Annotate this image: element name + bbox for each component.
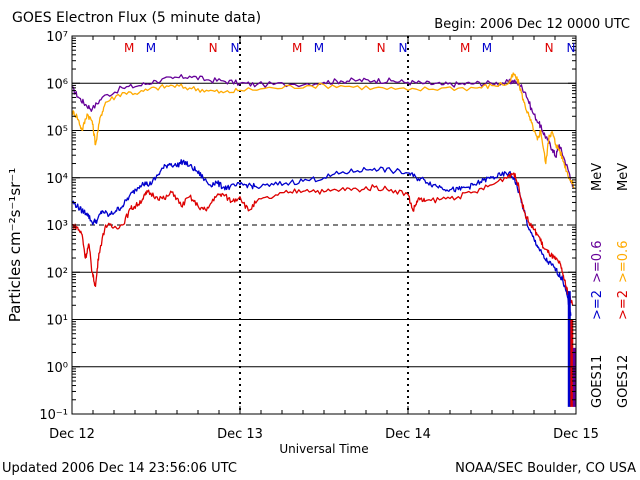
y-axis-label: Particles cm⁻²s⁻¹sr⁻¹ <box>6 168 24 322</box>
legend-goes11-low-energy: >=2 <box>590 290 605 320</box>
series-line <box>71 172 574 306</box>
y-tick-label: 10² <box>46 266 68 281</box>
data-series <box>71 72 575 316</box>
y-tick-label: 10⁶ <box>46 77 68 92</box>
legend-goes11-label: GOES11 <box>590 355 605 408</box>
credit-label: NOAA/SEC Boulder, CO USA <box>455 461 636 476</box>
y-tick-label: 10⁵ <box>46 125 68 140</box>
legend-goes12-label: GOES12 <box>616 355 631 408</box>
noon-midnight-marker: N <box>398 41 407 55</box>
dropout-bars <box>567 291 576 407</box>
noon-midnight-marker: M <box>460 41 470 55</box>
legend-unit: MeV <box>590 163 605 191</box>
series-line <box>71 72 575 189</box>
noon-midnight-marker: M <box>314 41 324 55</box>
legend: GOES11 >=2 >=0.6 MeV GOES12 >=2 >=0.6 MeV <box>590 163 631 408</box>
noon-midnight-marker: M <box>482 41 492 55</box>
x-tick-label: Dec 14 <box>385 427 431 442</box>
noon-midnight-marker: N <box>377 41 386 55</box>
x-axis-label: Universal Time <box>279 442 368 456</box>
updated-timestamp: Updated 2006 Dec 14 23:56:06 UTC <box>2 461 237 476</box>
legend-goes12-low-energy: >=2 <box>616 290 631 320</box>
noon-midnight-marker: M <box>146 41 156 55</box>
x-axis-ticks: Dec 12 Dec 13 Dec 14 Dec 15 <box>49 36 599 442</box>
x-tick-label: Dec 13 <box>217 427 263 442</box>
x-tick-label: Dec 15 <box>553 427 599 442</box>
gridlines <box>72 82 576 368</box>
y-axis-ticks: 10⁻¹ 10⁰ 10¹ 10² 10³ 10⁴ 10⁵ 10⁶ 10⁷ <box>39 30 576 423</box>
y-tick-label: 10⁻¹ <box>39 408 68 423</box>
x-tick-label: Dec 12 <box>49 427 95 442</box>
noon-midnight-marker: N <box>230 41 239 55</box>
noon-midnight-marker: M <box>124 41 134 55</box>
noon-midnight-marker: N <box>209 41 218 55</box>
series-line <box>71 74 574 188</box>
legend-goes11-high-energy: >=0.6 <box>590 241 605 283</box>
noon-midnight-marker: N <box>566 41 575 55</box>
y-tick-label: 10³ <box>46 219 68 234</box>
chart-title: GOES Electron Flux (5 minute data) <box>12 10 261 26</box>
noon-midnight-marker: M <box>292 41 302 55</box>
noon-midnight-marker: N <box>545 41 554 55</box>
y-tick-label: 10⁴ <box>46 172 68 187</box>
y-tick-label: 10¹ <box>46 314 68 329</box>
legend-goes12-high-energy: >=0.6 <box>616 241 631 283</box>
legend-unit: MeV <box>616 163 631 191</box>
y-tick-label: 10⁰ <box>46 361 68 376</box>
y-tick-label: 10⁷ <box>46 30 68 45</box>
begin-label: Begin: 2006 Dec 12 0000 UTC <box>434 17 630 32</box>
